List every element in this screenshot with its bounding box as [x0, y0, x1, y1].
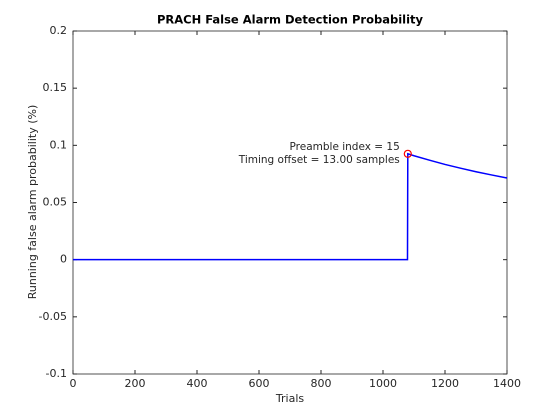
y-tick-label: 0.1 [50, 138, 68, 151]
plot-area [72, 30, 508, 375]
annotation: Timing offset = 13.00 samples [238, 154, 400, 166]
x-axis-label: Trials [275, 392, 304, 405]
x-tick-label: 200 [125, 377, 146, 390]
y-axis-label: Running false alarm probability (%) [26, 105, 39, 300]
x-tick-label: 600 [249, 377, 270, 390]
x-tick-label: 1000 [369, 377, 397, 390]
chart-title: PRACH False Alarm Detection Probability [157, 13, 424, 27]
y-tick-label: 0.15 [43, 81, 68, 94]
y-tick-label: 0 [60, 253, 67, 266]
y-tick-label: -0.1 [46, 367, 67, 380]
x-tick-label: 1200 [431, 377, 459, 390]
x-tick-label: 1400 [493, 377, 521, 390]
x-tick-label: 800 [311, 377, 332, 390]
y-tick-label: 0.05 [43, 196, 68, 209]
marker [403, 149, 412, 158]
x-tick-label: 400 [187, 377, 208, 390]
y-tick-label: -0.05 [39, 310, 67, 323]
x-tick-label: 0 [70, 377, 77, 390]
annotation: Preamble index = 15 [290, 141, 400, 153]
data-line [73, 152, 508, 261]
y-tick-label: 0.2 [50, 24, 68, 37]
